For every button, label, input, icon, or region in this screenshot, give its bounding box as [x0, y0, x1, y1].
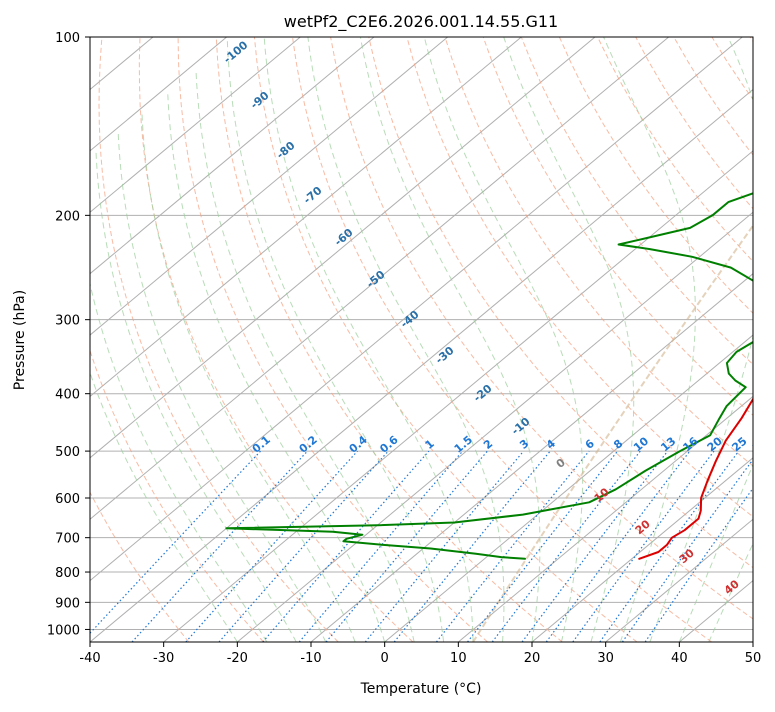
moist-adiabat-line	[141, 114, 356, 642]
moist-adiabat-line	[95, 149, 297, 642]
isotherm-line	[163, 150, 753, 642]
temperature-line	[638, 397, 753, 560]
x-tick-label: -30	[153, 651, 174, 666]
moist-adiabat-line	[678, 463, 753, 642]
dry-adiabat-line	[215, 37, 563, 642]
x-tick-label: -40	[79, 651, 100, 666]
dry-adiabat-line	[253, 37, 638, 642]
moist-adiabat-line	[226, 37, 445, 642]
isotherm-line	[90, 37, 743, 582]
y-tick-label: 1000	[47, 623, 80, 638]
y-axis-label: Pressure (hPa)	[12, 290, 28, 390]
y-tick-label: 500	[55, 445, 80, 460]
moist-adiabat-line	[117, 132, 327, 642]
y-tick-label: 800	[55, 566, 80, 581]
moist-adiabat-line	[195, 72, 415, 642]
isotherm-line	[90, 37, 522, 398]
dry-adiabat-line	[90, 348, 264, 642]
isotherm-line	[90, 88, 753, 642]
y-tick-label: 300	[55, 314, 80, 329]
isotherm-line	[384, 334, 753, 642]
dry-adiabat-line	[138, 37, 414, 642]
x-axis-label: Temperature (°C)	[360, 681, 482, 697]
x-tick-label: 50	[745, 651, 762, 666]
moist-adiabat-line	[503, 37, 635, 642]
moist-adiabat-line	[649, 37, 753, 642]
dry-adiabat-line	[292, 37, 712, 642]
x-tick-label: -10	[300, 651, 321, 666]
mixing-ratio-line	[545, 450, 691, 642]
isotherm-line	[531, 457, 753, 642]
mixing-ratio-line	[572, 450, 715, 642]
x-tick-label: 30	[597, 651, 614, 666]
mixing-ratio-line	[521, 450, 669, 642]
mixing-ratio-line	[131, 450, 308, 642]
isotherm-line	[90, 37, 301, 213]
moist-adiabat-line	[359, 37, 541, 642]
isotherm-line	[90, 37, 596, 459]
moist-adiabat-line	[263, 37, 474, 642]
axes: -40 -30 -20 -10 0 10 20 30 40 50 100 200 300 400 500 60…	[47, 31, 761, 666]
grid-lines	[90, 37, 753, 642]
dry-adiabat-line	[406, 37, 753, 518]
y-tick-label: 600	[55, 492, 80, 507]
isotherm-line	[237, 211, 753, 642]
moist-adiabat-line	[603, 37, 696, 642]
dry-adiabat-line	[444, 37, 753, 467]
dry-adiabat-line	[520, 37, 753, 366]
x-tick-label: 0	[381, 651, 389, 666]
moist-adiabat-line	[307, 37, 505, 642]
dry-adiabat-line	[368, 37, 753, 569]
mixing-ratio-line	[325, 450, 488, 642]
mixing-ratio-line	[621, 458, 753, 642]
y-tick-label: 900	[55, 596, 80, 611]
mixing-ratio-line	[185, 450, 358, 642]
moist-adiabat-line	[167, 94, 386, 642]
sounding-series	[225, 192, 753, 560]
mixing-ratio-line	[218, 450, 389, 642]
y-tick-label: 200	[55, 209, 80, 224]
isotherm-line	[90, 37, 375, 275]
mixing-ratio-label: 30	[750, 434, 770, 454]
mixing-ratio-line	[90, 450, 262, 635]
x-tick-label: 10	[450, 651, 467, 666]
moist-adiabat-line	[90, 371, 238, 642]
mixing-ratio-line	[393, 450, 551, 642]
x-tick-label: 40	[671, 651, 688, 666]
dry-adiabat-line	[330, 37, 753, 620]
mixing-ratio-line	[599, 450, 740, 642]
isotherm-line	[458, 395, 753, 642]
y-tick-label: 400	[55, 388, 80, 403]
dry-adiabat-line	[98, 37, 339, 642]
isotherm-line	[90, 37, 669, 520]
dewpoint-line	[225, 192, 753, 560]
chart-title: wetPf2_C2E6.2026.001.14.55.G11	[284, 12, 558, 32]
x-tick-label: -20	[227, 651, 248, 666]
dry-adiabat-line	[177, 37, 488, 642]
moist-adiabat-line	[423, 37, 584, 642]
mixing-ratio-line	[364, 450, 525, 642]
y-tick-label: 700	[55, 532, 80, 547]
plot-frame	[89, 36, 754, 643]
isotherm-line	[90, 37, 227, 152]
mixing-ratio-line	[435, 450, 590, 642]
y-tick-label: 100	[55, 31, 80, 46]
isotherm-line	[90, 37, 448, 336]
mixing-ratio-line	[644, 487, 753, 642]
plot-background	[90, 37, 753, 642]
isotherm-line	[605, 518, 753, 642]
x-tick-label: 20	[524, 651, 541, 666]
moist-adiabat-line	[90, 281, 268, 642]
